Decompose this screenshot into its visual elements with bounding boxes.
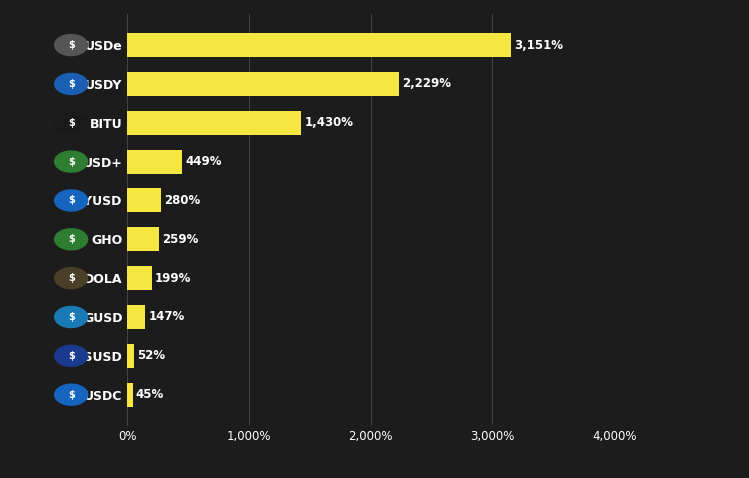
Bar bbox=[127, 72, 398, 96]
Text: 280%: 280% bbox=[165, 194, 201, 207]
Text: $: $ bbox=[67, 40, 75, 50]
Bar bbox=[127, 344, 133, 368]
Text: $: $ bbox=[67, 312, 75, 322]
Text: $: $ bbox=[67, 273, 75, 283]
Bar bbox=[127, 33, 511, 57]
Text: $: $ bbox=[67, 234, 75, 244]
Text: 147%: 147% bbox=[148, 311, 184, 324]
Bar bbox=[127, 266, 151, 290]
Text: 45%: 45% bbox=[136, 388, 164, 401]
Text: 259%: 259% bbox=[162, 233, 198, 246]
Bar bbox=[127, 305, 145, 329]
Bar bbox=[127, 111, 301, 135]
Bar bbox=[127, 150, 182, 174]
Text: $: $ bbox=[67, 351, 75, 361]
Text: $: $ bbox=[67, 79, 75, 89]
Text: $: $ bbox=[67, 390, 75, 400]
Text: 2,229%: 2,229% bbox=[401, 77, 451, 90]
Text: $: $ bbox=[67, 196, 75, 206]
Text: 1,430%: 1,430% bbox=[304, 116, 354, 129]
Text: 199%: 199% bbox=[154, 272, 191, 285]
Text: $: $ bbox=[67, 118, 75, 128]
Bar bbox=[127, 383, 133, 407]
Text: 52%: 52% bbox=[137, 349, 165, 362]
Text: 449%: 449% bbox=[185, 155, 222, 168]
Text: $: $ bbox=[67, 157, 75, 167]
Bar bbox=[127, 188, 162, 213]
Text: 3,151%: 3,151% bbox=[514, 39, 563, 52]
Bar bbox=[127, 227, 159, 251]
